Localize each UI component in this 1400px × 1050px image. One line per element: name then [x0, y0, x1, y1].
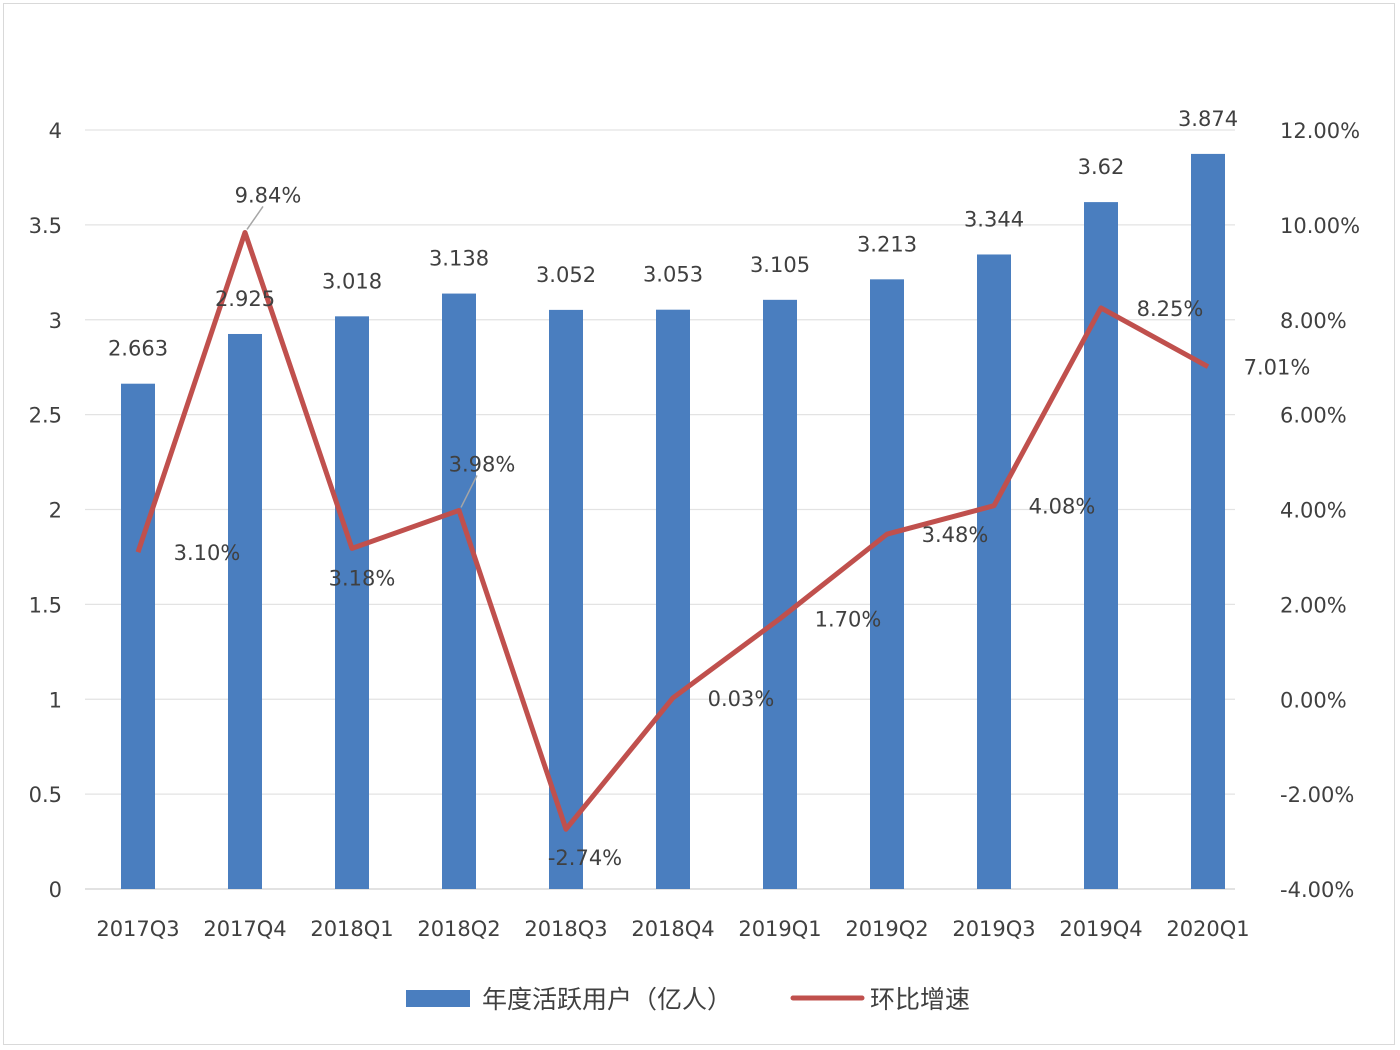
bar-value-label: 3.018: [322, 269, 382, 293]
left-axis-tick: 2: [49, 499, 62, 523]
x-axis-tick: 2019Q2: [845, 917, 928, 941]
axes: 0 0.5 1 1.5 2 2.5 3 3.5 4 -4.00% -2.00% 0.00% 2.00% 4…: [29, 119, 1360, 941]
bar: [228, 333, 262, 889]
line-value-label: 9.84%: [235, 183, 302, 207]
x-axis-tick: 2017Q4: [203, 917, 286, 941]
line-series: [135, 229, 1210, 832]
left-axis-tick: 4: [49, 119, 62, 143]
bar: [1084, 202, 1118, 890]
label-leader-line: [246, 206, 264, 230]
line-value-label: -2.74%: [548, 846, 622, 870]
bar-value-label: 2.925: [215, 287, 275, 311]
right-axis-tick: 4.00%: [1280, 499, 1347, 523]
chart-frame: [3, 3, 1395, 1045]
legend-line-label: 环比增速: [870, 985, 970, 1014]
label-leader-line: [460, 475, 478, 508]
legend: 年度活跃用户（亿人） 环比增速: [406, 985, 970, 1014]
growth-line: [135, 229, 1210, 832]
right-axis-tick: 12.00%: [1280, 119, 1360, 143]
legend-bar-label: 年度活跃用户（亿人）: [482, 985, 732, 1014]
right-axis-tick: -2.00%: [1280, 783, 1354, 807]
bar-value-label: 3.213: [857, 232, 917, 256]
line-value-label: 3.48%: [922, 523, 989, 547]
bar-value-label: 3.62: [1078, 155, 1125, 179]
left-axis-tick: 1: [49, 688, 62, 712]
x-axis-tick: 2019Q3: [952, 917, 1035, 941]
line-value-label: 3.18%: [329, 566, 396, 590]
line-value-label: 1.70%: [815, 608, 882, 632]
x-axis-tick: 2017Q3: [96, 917, 179, 941]
bar-series: [121, 153, 1225, 890]
line-value-label: 3.98%: [449, 452, 516, 476]
bar: [870, 279, 904, 889]
line-value-label: 4.08%: [1029, 495, 1096, 519]
legend-bar-swatch: [406, 990, 470, 1007]
x-axis-tick: 2019Q1: [738, 917, 821, 941]
bar: [549, 309, 583, 889]
bar-value-label: 3.052: [536, 263, 596, 287]
bar: [763, 299, 797, 889]
x-axis-tick: 2020Q1: [1166, 917, 1249, 941]
right-axis-tick: -4.00%: [1280, 878, 1354, 902]
bar: [977, 254, 1011, 889]
right-axis-tick: 0.00%: [1280, 688, 1347, 712]
bar: [335, 316, 369, 890]
right-axis-tick: 6.00%: [1280, 404, 1347, 428]
bar-value-label: 3.138: [429, 247, 489, 271]
line-value-label: 0.03%: [708, 687, 775, 711]
left-axis-tick: 2.5: [29, 404, 62, 428]
bar-value-label: 2.663: [108, 337, 168, 361]
bar-value-label: 3.344: [964, 207, 1024, 231]
bar-value-label: 3.053: [643, 263, 703, 287]
bar: [121, 383, 155, 889]
bar: [1191, 153, 1225, 889]
bar-value-label: 3.874: [1178, 107, 1238, 131]
left-axis-tick: 0: [49, 878, 62, 902]
x-axis-tick: 2019Q4: [1059, 917, 1142, 941]
bar: [442, 293, 476, 889]
left-axis-tick: 0.5: [29, 783, 62, 807]
gridlines: [85, 129, 1235, 890]
left-axis-tick: 1.5: [29, 593, 62, 617]
line-value-label: 7.01%: [1244, 356, 1311, 380]
line-value-label: 8.25%: [1137, 297, 1204, 321]
x-axis-tick: 2018Q3: [524, 917, 607, 941]
right-axis-tick: 10.00%: [1280, 214, 1360, 238]
x-axis-tick: 2018Q4: [631, 917, 714, 941]
bar: [656, 309, 690, 889]
x-axis-tick: 2018Q2: [417, 917, 500, 941]
right-axis-tick: 8.00%: [1280, 309, 1347, 333]
x-axis-tick: 2018Q1: [310, 917, 393, 941]
left-axis-tick: 3: [49, 309, 62, 333]
bar-value-label: 3.105: [750, 253, 810, 277]
right-axis-tick: 2.00%: [1280, 593, 1347, 617]
line-value-label: 3.10%: [174, 541, 241, 565]
left-axis-tick: 3.5: [29, 214, 62, 238]
data-labels: 2.663 2.925 3.018 3.138 3.052 3.053 3.105 3.213…: [108, 107, 1310, 870]
